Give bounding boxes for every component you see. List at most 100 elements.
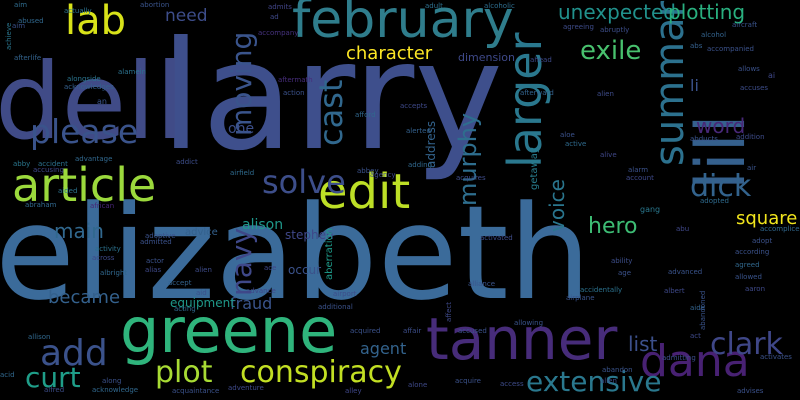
word-alongside: alongside	[67, 75, 101, 83]
word-acting: acting	[174, 305, 196, 313]
word-alcohol: alcohol	[701, 31, 727, 39]
word-alone: alone	[408, 381, 428, 389]
word-active: active	[565, 140, 587, 148]
word-airplane: airplane	[566, 294, 595, 302]
word-conspiracy: conspiracy	[240, 355, 402, 390]
word-alerted: alerted	[406, 127, 431, 135]
word-aim: aim	[14, 1, 28, 9]
word-acknowledges: acknowledges	[64, 83, 114, 91]
word-exile: exile	[580, 36, 642, 66]
word-abruptly: abruptly	[600, 26, 630, 34]
word-abu: abu	[676, 225, 690, 233]
word-accept: accept	[168, 279, 192, 287]
word-lab: lab	[65, 0, 127, 44]
word-advantage: advantage	[75, 155, 113, 163]
word-summary: summary	[647, 0, 693, 166]
word-accomplice: accomplice	[760, 225, 800, 233]
word-abandon: abandon	[602, 366, 633, 374]
word-larry: larry	[160, 10, 504, 184]
word-alliance: alliance	[468, 280, 496, 288]
word-actually: actually	[64, 7, 92, 15]
word-abused: abused	[18, 17, 44, 25]
word-affair: affair	[403, 327, 422, 335]
word-one: one	[228, 121, 255, 137]
word-along: along	[102, 377, 122, 385]
word-list: list	[628, 332, 658, 356]
word-equipment: equipment	[170, 296, 235, 310]
word-abby: abby	[13, 160, 31, 168]
word-cast: cast	[312, 79, 350, 146]
word-allison: allison	[28, 333, 51, 341]
word-alien-3: alien	[600, 377, 617, 385]
word-activated: activated	[480, 234, 513, 242]
word-advice: advice	[185, 227, 218, 238]
word-alias: alias	[145, 266, 162, 274]
word-account: account	[626, 174, 654, 182]
word-affect: affect	[445, 301, 453, 322]
word-across: across	[92, 254, 115, 262]
word-afterward: afterward	[520, 89, 554, 97]
word-air: air	[747, 164, 757, 172]
word-dimension: dimension	[458, 51, 515, 64]
word-adopted: adopted	[700, 197, 729, 205]
word-plot: plot	[155, 355, 213, 390]
word-abbey: abbey	[357, 167, 379, 175]
word-alien-2: alien	[195, 266, 212, 274]
word-advance: advance	[246, 287, 276, 295]
word-airport: airport	[333, 290, 357, 298]
word-airfield: airfield	[230, 169, 255, 177]
word-curt: curt	[25, 361, 81, 394]
word-adventure: adventure	[228, 384, 264, 392]
word-alamein: alamein	[118, 68, 147, 76]
word-accused: accused	[458, 327, 487, 335]
word-aim-2: aim	[12, 22, 26, 30]
word-an: an	[97, 97, 107, 106]
word-actor: actor	[146, 257, 165, 265]
word-abortion: abortion	[140, 1, 170, 9]
word-admits: admits	[268, 3, 292, 11]
word-edit: edit	[318, 164, 411, 220]
word-please: please	[30, 112, 139, 151]
word-navy: navy	[225, 227, 258, 296]
word-main: main	[54, 219, 104, 243]
word-additional: additional	[318, 303, 353, 311]
word-alfred: alfred	[44, 386, 65, 394]
word-solve: solve	[262, 163, 346, 201]
word-accidentally: accidentally	[580, 286, 623, 294]
word-alarm: alarm	[628, 166, 649, 174]
word-agency: agency	[370, 171, 396, 179]
word-acquired: acquired	[350, 327, 381, 335]
word-word: word	[696, 114, 746, 138]
word-fraud: fraud	[230, 294, 273, 313]
word-aide: aide	[690, 304, 705, 312]
word-article: article	[12, 158, 157, 212]
word-admitting: admitting	[662, 354, 696, 362]
word-hero: hero	[588, 214, 638, 239]
word-agreed: agreed	[735, 261, 760, 269]
word-advises: advises	[737, 387, 764, 395]
word-afford: afford	[355, 111, 376, 119]
word-access: access	[500, 380, 524, 388]
word-alien: alien	[597, 90, 614, 98]
word-albert: albert	[664, 287, 685, 295]
word-murphy: murphy	[454, 112, 482, 206]
word-according: according	[735, 248, 770, 256]
word-ace: ace	[264, 264, 277, 272]
word-character: character	[346, 43, 433, 64]
word-acquaintance: acquaintance	[172, 387, 220, 395]
word-abducts: abducts	[690, 135, 718, 143]
word-acquire: acquire	[455, 377, 481, 385]
word-adoptive: adoptive	[145, 232, 176, 240]
word-afterlife: afterlife	[14, 54, 42, 62]
word-alive: alive	[600, 151, 617, 159]
word-unexpected: unexpected	[558, 0, 676, 24]
word-acid: acid	[0, 371, 15, 379]
word-aircraft: aircraft	[732, 21, 758, 29]
word-tanner: tanner	[426, 305, 618, 373]
word-allowed: allowed	[735, 273, 762, 281]
word-li: li	[690, 76, 699, 95]
word-clark: clark	[710, 327, 783, 362]
word-became: became	[48, 287, 121, 308]
word-aloe: aloe	[560, 131, 575, 139]
word-admitted: admitted	[140, 238, 172, 246]
